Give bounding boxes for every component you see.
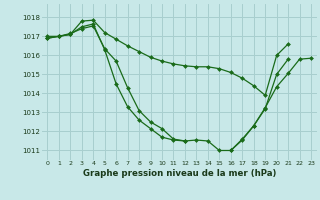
- X-axis label: Graphe pression niveau de la mer (hPa): Graphe pression niveau de la mer (hPa): [83, 169, 276, 178]
